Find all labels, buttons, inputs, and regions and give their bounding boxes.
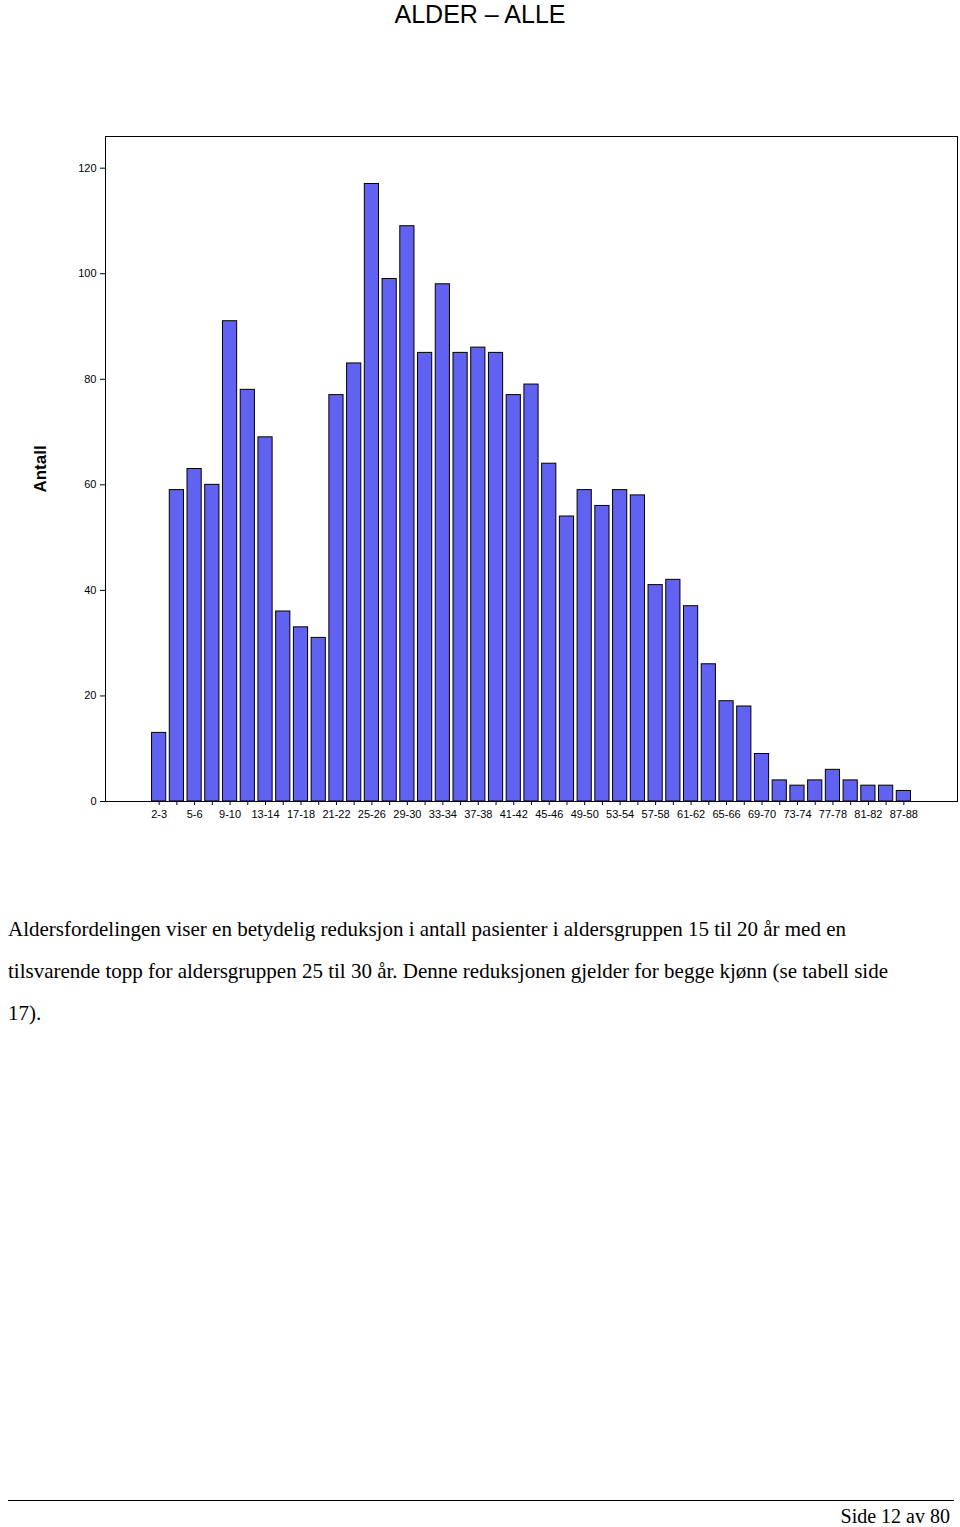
- svg-text:2-3: 2-3: [151, 808, 167, 820]
- svg-text:29-30: 29-30: [393, 808, 421, 820]
- svg-text:53-54: 53-54: [606, 808, 634, 820]
- svg-text:21-22: 21-22: [322, 808, 350, 820]
- svg-text:25-26: 25-26: [358, 808, 386, 820]
- svg-text:81-82: 81-82: [854, 808, 882, 820]
- svg-text:33-34: 33-34: [429, 808, 457, 820]
- svg-text:5-6: 5-6: [187, 808, 203, 820]
- html-text:Side 12 av 80: Side 12 av 80: [840, 1505, 950, 1527]
- svg-text:45-46: 45-46: [535, 808, 563, 820]
- svg-text:57-58: 57-58: [642, 808, 670, 820]
- svg-text:61-62: 61-62: [677, 808, 705, 820]
- svg-text:77-78: 77-78: [819, 808, 847, 820]
- svg-text:40: 40: [84, 584, 96, 596]
- svg-text:100: 100: [78, 267, 96, 279]
- svg-text:20: 20: [84, 689, 96, 701]
- svg-text:69-70: 69-70: [748, 808, 776, 820]
- svg-text:9-10: 9-10: [219, 808, 241, 820]
- html-text:ALDER – ALLE: ALDER – ALLE: [394, 0, 566, 28]
- svg-text:65-66: 65-66: [712, 808, 740, 820]
- html-text:Aldersfordelingen viser en bet: Aldersfordelingen viser en betydelig red…: [8, 917, 888, 1025]
- svg-text:49-50: 49-50: [571, 808, 599, 820]
- svg-text:37-38: 37-38: [464, 808, 492, 820]
- svg-text:60: 60: [84, 478, 96, 490]
- svg-text:73-74: 73-74: [783, 808, 811, 820]
- svg-text:41-42: 41-42: [500, 808, 528, 820]
- svg-text:80: 80: [84, 373, 96, 385]
- svg-text:120: 120: [78, 162, 96, 174]
- svg-text:Antall: Antall: [31, 445, 50, 492]
- svg-text:13-14: 13-14: [251, 808, 279, 820]
- svg-text:87-88: 87-88: [890, 808, 918, 820]
- svg-text:17-18: 17-18: [287, 808, 315, 820]
- svg-text:0: 0: [90, 795, 96, 807]
